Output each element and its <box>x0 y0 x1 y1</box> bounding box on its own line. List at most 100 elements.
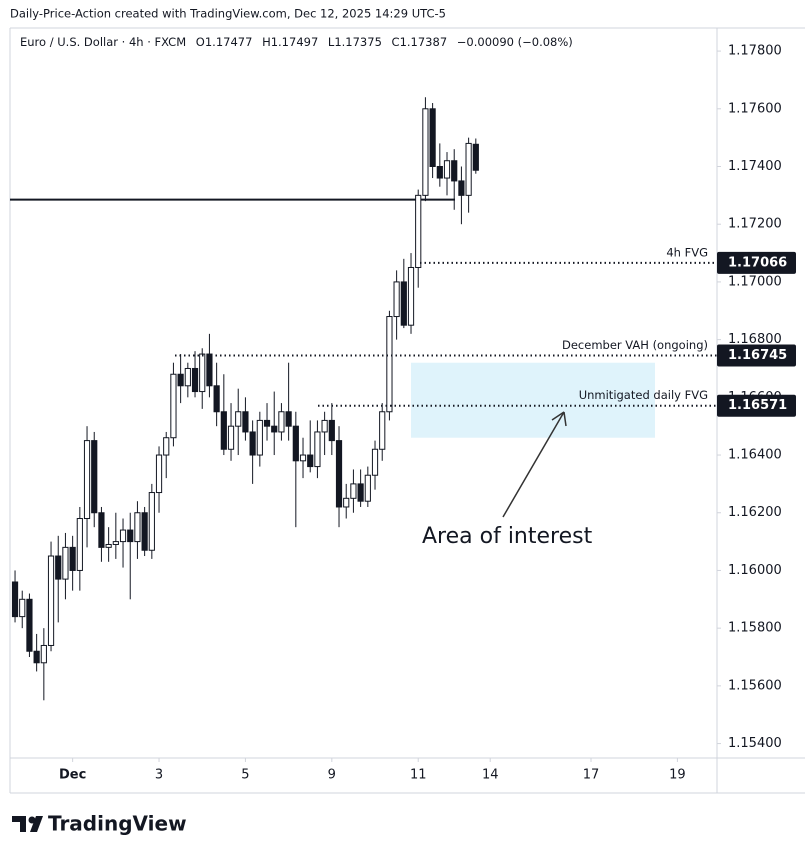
candle-body <box>314 431 321 468</box>
zone <box>411 362 655 438</box>
y-tick-label: 1.17400 <box>728 159 782 174</box>
candle-body <box>307 454 314 468</box>
x-tick-label: 19 <box>669 768 686 783</box>
candle-body <box>191 367 199 393</box>
candle-body <box>443 160 451 179</box>
price-tag-label: 1.16571 <box>728 398 787 413</box>
candle-body <box>76 518 83 571</box>
candle-body <box>350 483 357 499</box>
price-tag <box>717 251 796 274</box>
candle-body <box>69 546 76 571</box>
candle-body <box>170 373 177 439</box>
ohlc-low: L1.17375 <box>328 35 382 49</box>
candle-body <box>242 411 249 433</box>
candle-body <box>177 373 184 387</box>
candle-body <box>472 143 479 171</box>
x-tick-label: 17 <box>583 768 600 783</box>
candle-body <box>83 440 91 520</box>
candle-body <box>141 512 148 551</box>
ohlc-change: −0.00090 (−0.08%) <box>457 35 573 49</box>
candle-body <box>458 180 465 196</box>
candle-body <box>379 411 386 450</box>
candle-body <box>11 581 19 618</box>
candle-body <box>19 598 26 618</box>
price-tag-label: 1.16745 <box>728 348 787 363</box>
annotation: Area of interest <box>422 524 593 549</box>
ohlc-high: H1.17497 <box>262 35 318 49</box>
candle-body <box>292 425 299 462</box>
candle-body <box>278 411 285 433</box>
candle-body <box>299 454 307 462</box>
candle-body <box>335 440 343 508</box>
x-tick-label: 11 <box>410 768 427 783</box>
candle-body <box>206 353 213 387</box>
watermark: Daily-Price-Action created with TradingV… <box>10 7 446 21</box>
arrow-head <box>551 411 567 427</box>
candle-body <box>371 448 379 476</box>
candle-body <box>134 512 141 543</box>
candle-body <box>163 437 170 456</box>
candle-body <box>285 411 292 427</box>
level-label: December VAH (ongoing) <box>562 338 708 352</box>
y-tick-label: 1.15800 <box>728 621 782 636</box>
y-tick-label: 1.17000 <box>728 274 782 289</box>
candle-body <box>249 431 256 456</box>
y-tick-label: 1.16800 <box>728 332 782 347</box>
candle-body <box>26 598 33 652</box>
y-tick-label: 1.17600 <box>728 101 782 116</box>
candle-body <box>422 108 429 196</box>
candle-body <box>357 483 364 502</box>
candle-body <box>98 512 105 548</box>
candle-body <box>364 474 371 502</box>
y-tick-label: 1.15400 <box>728 736 782 751</box>
y-tick-label: 1.16000 <box>728 563 782 578</box>
x-tick-label: 5 <box>241 768 249 783</box>
y-tick-label: 1.17200 <box>728 217 782 232</box>
logo-dot <box>28 816 36 824</box>
candle-body <box>105 543 112 548</box>
candle-body <box>271 425 278 433</box>
x-tick-label: 3 <box>155 768 163 783</box>
candle-body <box>343 497 350 508</box>
y-tick-label: 1.16200 <box>728 505 782 520</box>
candle-body <box>213 385 220 413</box>
candle-body <box>386 316 393 413</box>
candle-body <box>112 541 119 545</box>
candle-body <box>62 546 69 580</box>
level-label: 4h FVG <box>666 245 708 259</box>
y-tick-label: 1.17800 <box>728 44 782 59</box>
candle-body <box>33 650 40 664</box>
x-tick-label: 14 <box>482 768 499 783</box>
candle-body <box>155 454 163 494</box>
price-tag <box>717 344 796 367</box>
candle-body <box>91 440 98 514</box>
candle-body <box>148 492 155 551</box>
candle-body <box>127 529 134 543</box>
candle-body <box>47 555 55 646</box>
candle-body <box>235 411 242 427</box>
candle-body <box>199 353 206 393</box>
y-tick-label: 1.16400 <box>728 448 782 463</box>
symbol: Euro / U.S. Dollar · 4h · FXCM <box>20 35 186 49</box>
symbol-header: Euro / U.S. Dollar · 4h · FXCM O1.17477 … <box>20 35 573 49</box>
price-tag <box>717 394 796 417</box>
y-tick-label: 1.15600 <box>728 678 782 693</box>
candle-body <box>227 425 235 450</box>
candle-body <box>393 281 400 318</box>
price-tag-label: 1.17066 <box>728 255 787 270</box>
candle-body <box>220 411 227 450</box>
level-label: Unmitigated daily FVG <box>579 388 708 402</box>
candle-body <box>119 529 127 543</box>
candle-body <box>256 419 263 456</box>
candle-body <box>407 266 415 326</box>
candle-body <box>436 165 443 179</box>
candle-body <box>263 419 271 427</box>
candle-body <box>328 419 335 442</box>
brand: TradingView <box>48 812 187 836</box>
arrow-shaft <box>502 411 565 518</box>
candle-body <box>429 108 436 167</box>
logo: TradingView <box>12 812 187 836</box>
candle-body <box>465 142 472 196</box>
